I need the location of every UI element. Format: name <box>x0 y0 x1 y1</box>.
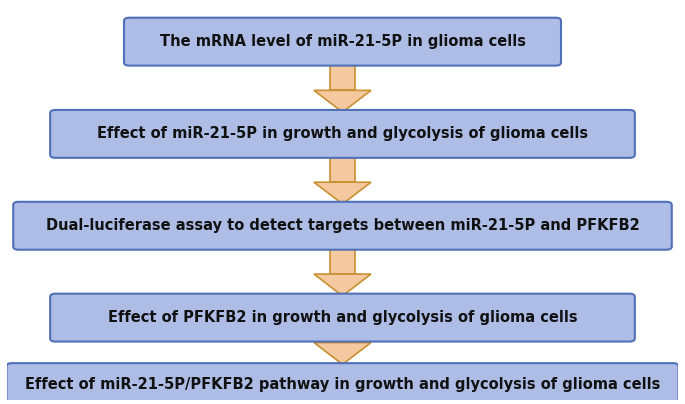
FancyBboxPatch shape <box>50 110 635 158</box>
Polygon shape <box>314 343 371 364</box>
FancyBboxPatch shape <box>13 202 672 250</box>
Text: Effect of miR-21-5P in growth and glycolysis of glioma cells: Effect of miR-21-5P in growth and glycol… <box>97 126 588 141</box>
Text: Dual-luciferase assay to detect targets between miR-21-5P and PFKFB2: Dual-luciferase assay to detect targets … <box>46 218 639 233</box>
Text: Effect of PFKFB2 in growth and glycolysis of glioma cells: Effect of PFKFB2 in growth and glycolysi… <box>108 310 577 325</box>
Polygon shape <box>314 274 371 296</box>
FancyBboxPatch shape <box>329 247 356 274</box>
Text: Effect of miR-21-5P/PFKFB2 pathway in growth and glycolysis of glioma cells: Effect of miR-21-5P/PFKFB2 pathway in gr… <box>25 377 660 391</box>
FancyBboxPatch shape <box>50 294 635 341</box>
FancyBboxPatch shape <box>329 339 356 343</box>
FancyBboxPatch shape <box>329 155 356 182</box>
FancyBboxPatch shape <box>124 18 561 65</box>
Polygon shape <box>314 182 371 204</box>
Polygon shape <box>314 90 371 112</box>
FancyBboxPatch shape <box>329 63 356 90</box>
FancyBboxPatch shape <box>7 363 678 404</box>
Text: The mRNA level of miR-21-5P in glioma cells: The mRNA level of miR-21-5P in glioma ce… <box>160 34 525 49</box>
